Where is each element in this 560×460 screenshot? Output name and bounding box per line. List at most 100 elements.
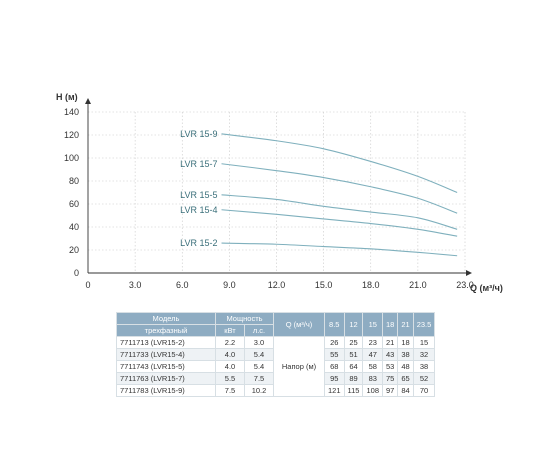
flow-value-header: 15 (362, 312, 383, 337)
kw-cell: 4.0 (215, 348, 245, 361)
head-value-cell: 15 (412, 336, 436, 349)
flow-value-header: 18 (381, 312, 399, 337)
y-tick-label: 80 (69, 176, 79, 186)
kw-cell: 7.5 (215, 384, 245, 397)
head-value-cell: 70 (412, 384, 436, 397)
x-axis-label: Q (м³/ч) (470, 283, 503, 293)
head-value-cell: 68 (324, 360, 345, 373)
head-value-cell: 21 (381, 336, 399, 349)
curve-labels: LVR 15-9 LVR 15-7 LVR 15-5 LVR 15-4 LVR 15-2 (180, 129, 217, 248)
y-tick-label: 140 (64, 107, 79, 117)
x-tick-label: 12.0 (268, 280, 286, 290)
flow-header: Q (м³/ч) (273, 312, 325, 337)
head-value-cell: 43 (381, 348, 399, 361)
x-tick-label: 18.0 (362, 280, 380, 290)
pump-curve (221, 194, 458, 230)
model-cell: 7711743 (LVR15-5) (116, 360, 216, 373)
y-tick-label: 60 (69, 199, 79, 209)
table-row: 7711713 (LVR15-2) 2.2 3.0 Напор (м) 26 25 23 21… (116, 336, 436, 397)
model-cell: 7711733 (LVR15-4) (116, 348, 216, 361)
head-value-cell: 25 (343, 336, 364, 349)
x-axis-ticks: 0 3.0 6.0 9.0 12.0 15.0 18.0 21.0 23.0 (85, 280, 473, 290)
head-value-cell: 47 (362, 348, 383, 361)
head-value-cell: 48 (397, 360, 414, 373)
pump-spec-table: Модель Мощность Q (м³/ч) 8.5 12 15 18 21… (116, 312, 436, 397)
kw-cell: 2.2 (215, 336, 245, 349)
head-value-cell: 51 (343, 348, 364, 361)
curve-label: LVR 15-7 (180, 159, 217, 169)
x-tick-label: 6.0 (176, 280, 189, 290)
y-axis-ticks: 0 20 40 60 80 100 120 140 (64, 107, 79, 278)
table-row: 7711783 (LVR15-9) 7.5 10.2 121 115 108 97 84 70 (116, 384, 436, 397)
head-value-cell: 65 (397, 372, 414, 385)
pump-performance-chart: 0 20 40 60 80 100 120 140 0 3.0 6.0 9.0 12.0 15.0 18.… (56, 92, 503, 293)
head-value-cell: 115 (343, 384, 364, 397)
head-value-cell: 32 (412, 348, 436, 361)
head-value-cell: 58 (362, 360, 383, 373)
head-value-cell: 18 (397, 336, 414, 349)
flow-value-header: 12 (343, 312, 364, 337)
pump-curve (221, 163, 458, 214)
chart-axes (85, 98, 472, 276)
chart-grid (88, 111, 466, 273)
y-tick-label: 40 (69, 222, 79, 232)
head-value-cell: 38 (397, 348, 414, 361)
hp-cell: 7.5 (244, 372, 274, 385)
head-value-cell: 95 (324, 372, 345, 385)
x-tick-label: 0 (85, 280, 90, 290)
flow-value-header: 23.5 (412, 312, 436, 337)
hp-header: л.с. (244, 324, 274, 337)
hp-cell: 5.4 (244, 360, 274, 373)
head-label-cell: Напор (м) (273, 336, 325, 397)
pump-curve (221, 209, 458, 237)
y-tick-label: 20 (69, 245, 79, 255)
head-value-cell: 64 (343, 360, 364, 373)
model-cell: 7711783 (LVR15-9) (116, 384, 216, 397)
head-value-cell: 53 (381, 360, 399, 373)
model-header: Модель (116, 312, 216, 325)
x-tick-label: 21.0 (409, 280, 427, 290)
curve-label: LVR 15-5 (180, 190, 217, 200)
model-subheader: трехфазный (116, 324, 216, 337)
pump-curve (221, 242, 458, 257)
head-value-cell: 75 (381, 372, 399, 385)
head-value-cell: 38 (412, 360, 436, 373)
hp-cell: 10.2 (244, 384, 274, 397)
table-body: 7711713 (LVR15-2) 2.2 3.0 Напор (м) 26 25 23 21… (116, 336, 436, 397)
y-axis-label: H (м) (56, 92, 78, 102)
head-value-cell: 108 (362, 384, 383, 397)
flow-value-header: 21 (397, 312, 414, 337)
pump-curve (221, 133, 458, 194)
kw-cell: 5.5 (215, 372, 245, 385)
table-header-row: Модель Мощность Q (м³/ч) 8.5 12 15 18 21… (116, 312, 436, 337)
head-value-cell: 55 (324, 348, 345, 361)
head-value-cell: 52 (412, 372, 436, 385)
head-value-cell: 97 (381, 384, 399, 397)
flow-value-header: 8.5 (324, 312, 345, 337)
x-axis-arrow (466, 270, 472, 276)
pump-curves (221, 133, 458, 257)
x-tick-label: 15.0 (315, 280, 333, 290)
curve-label: LVR 15-9 (180, 129, 217, 139)
y-tick-label: 0 (74, 268, 79, 278)
y-axis-arrow (85, 98, 91, 104)
model-cell: 7711713 (LVR15-2) (116, 336, 216, 349)
hp-cell: 5.4 (244, 348, 274, 361)
model-cell: 7711763 (LVR15-7) (116, 372, 216, 385)
kw-header: кВт (215, 324, 245, 337)
head-value-cell: 23 (362, 336, 383, 349)
head-value-cell: 89 (343, 372, 364, 385)
x-tick-label: 23.0 (456, 280, 474, 290)
curve-label: LVR 15-2 (180, 238, 217, 248)
head-value-cell: 121 (324, 384, 345, 397)
head-value-cell: 84 (397, 384, 414, 397)
curve-label: LVR 15-4 (180, 205, 217, 215)
kw-cell: 4.0 (215, 360, 245, 373)
head-value-cell: 83 (362, 372, 383, 385)
y-tick-label: 120 (64, 130, 79, 140)
y-tick-label: 100 (64, 153, 79, 163)
x-tick-label: 3.0 (129, 280, 142, 290)
head-value-cell: 26 (324, 336, 345, 349)
hp-cell: 3.0 (244, 336, 274, 349)
table-row: 7711743 (LVR15-5) 4.0 5.4 68 64 58 53 48 38 (116, 360, 436, 373)
